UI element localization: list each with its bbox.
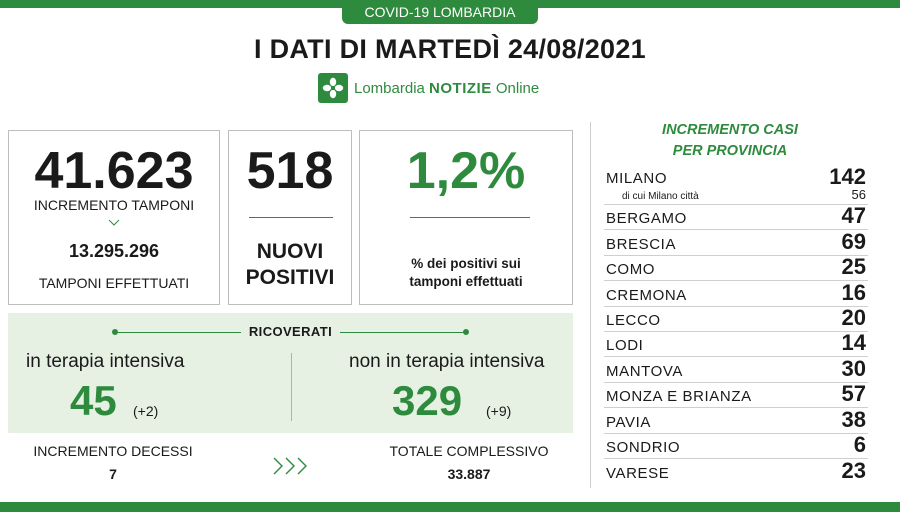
province-row: BERGAMO 47 [604, 203, 868, 231]
decessi-total-label: TOTALE COMPLESSIVO [389, 443, 549, 459]
non-intensiva-value: 329 [392, 377, 463, 424]
province-list: MILANO 142 di cui Milano città 56 BERGAM… [604, 164, 868, 484]
brand: Lombardia NOTIZIE Online [318, 72, 539, 104]
positivi-card: 518 NUOVI POSITIVI [228, 130, 352, 305]
province-value: 20 [841, 304, 866, 330]
province-row: SONDRIO 6 [604, 431, 868, 459]
decessi-value: 7 [109, 466, 117, 482]
tamponi-increment-label: INCREMENTO TAMPONI [33, 197, 195, 213]
tamponi-total: 13.295.296 [68, 241, 160, 261]
brand-regular: Lombardia [354, 79, 430, 97]
province-value: 69 [841, 228, 866, 254]
brand-suffix: Online [491, 79, 540, 97]
intensiva-delta: (+2) [133, 403, 159, 419]
divider [249, 217, 333, 218]
tamponi-card: 41.623 INCREMENTO TAMPONI 13.295.296 TAM… [8, 130, 220, 305]
province-name: MANTOVA [606, 362, 683, 380]
province-row: PAVIA 38 [604, 406, 868, 434]
tamponi-total-label: TAMPONI EFFETTUATI [38, 275, 190, 291]
province-row: MANTOVA 30 [604, 355, 868, 383]
vertical-divider [590, 122, 591, 488]
province-row: BRESCIA 69 [604, 228, 868, 256]
province-row-milano: MILANO 142 di cui Milano città 56 [604, 164, 868, 205]
brand-name: Lombardia NOTIZIE Online [354, 80, 539, 97]
lombardia-logo-icon [318, 73, 348, 103]
province-title-line1: INCREMENTO CASI [662, 122, 798, 138]
rapporto-value: 1,2% [406, 142, 526, 200]
province-value: 142 [829, 164, 866, 189]
decessi-label: INCREMENTO DECESSI [33, 443, 193, 459]
positivi-value: 518 [246, 142, 334, 200]
milano-citta-value: 56 [851, 187, 866, 202]
positivi-label: NUOVI POSITIVI [229, 239, 351, 291]
province-name: BERGAMO [606, 210, 687, 228]
province-row: CREMONA 16 [604, 279, 868, 307]
province-value: 25 [841, 254, 866, 280]
province-name: PAVIA [606, 413, 651, 431]
non-intensiva-delta: (+9) [486, 403, 512, 419]
milano-citta-label: di cui Milano città [622, 191, 699, 202]
province-value: 57 [841, 381, 866, 407]
province-name: BRESCIA [606, 235, 677, 253]
province-row: LECCO 20 [604, 304, 868, 332]
rapporto-label-line1: % dei positivi sui [411, 256, 521, 271]
tamponi-increment: 41.623 [34, 142, 194, 200]
rapporto-label: % dei positivi sui tamponi effettuati [360, 255, 572, 291]
province-value: 38 [841, 406, 866, 432]
province-title-line2: PER PROVINCIA [672, 143, 788, 159]
province-row: LODI 14 [604, 330, 868, 358]
province-title: INCREMENTO CASI PER PROVINCIA [606, 120, 854, 162]
intensiva-value: 45 [70, 377, 117, 424]
province-value: 23 [841, 458, 866, 484]
ricoverati-panel: RICOVERATI in terapia intensiva 45 (+2) … [8, 313, 573, 433]
province-value: 30 [841, 355, 866, 381]
rapporto-label-line2: tamponi effettuati [409, 274, 523, 289]
province-name: COMO [606, 261, 656, 279]
intensiva-label: in terapia intensiva [26, 351, 185, 372]
ricoverati-title-wrap: RICOVERATI [8, 324, 573, 339]
dot-icon [112, 329, 118, 335]
province-name: VARESE [606, 465, 670, 483]
province-name: CREMONA [606, 286, 687, 304]
province-name: SONDRIO [606, 438, 681, 456]
triple-chevron-right-icon [273, 457, 307, 475]
rapporto-card: 1,2% % dei positivi sui tamponi effettua… [359, 130, 573, 305]
decessi-total-value: 33.887 [447, 466, 491, 482]
chevron-down-icon [108, 219, 120, 226]
non-intensiva-label: non in terapia intensiva [349, 351, 545, 372]
bottom-bar [0, 502, 900, 512]
page-title: I DATI DI MARTEDÌ 24/08/2021 [253, 34, 647, 64]
ricoverati-title: RICOVERATI [240, 324, 341, 339]
province-row: MONZA E BRIANZA 57 [604, 381, 868, 409]
province-value: 6 [853, 431, 866, 457]
dot-icon [463, 329, 469, 335]
province-name: LODI [606, 337, 644, 355]
province-value: 16 [841, 279, 866, 305]
header-tag: COVID-19 LOMBARDIA [342, 0, 538, 24]
divider [410, 217, 530, 218]
province-value: 14 [841, 330, 866, 356]
province-row: VARESE 23 [604, 458, 868, 484]
positivi-label-line2: POSITIVI [245, 266, 335, 289]
province-name: MONZA E BRIANZA [606, 388, 752, 406]
brand-bold: NOTIZIE [429, 79, 492, 97]
province-name: LECCO [606, 311, 661, 329]
province-row: COMO 25 [604, 254, 868, 282]
positivi-label-line1: NUOVI [256, 240, 324, 263]
province-value: 47 [841, 203, 866, 229]
province-name: MILANO [606, 170, 668, 187]
ricoverati-divider [291, 353, 292, 421]
